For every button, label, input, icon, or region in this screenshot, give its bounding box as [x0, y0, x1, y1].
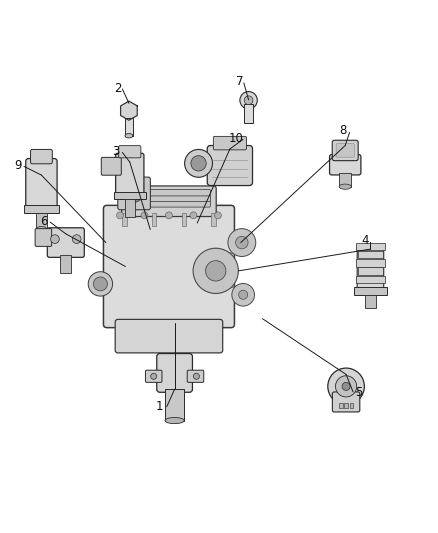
Bar [60, 255, 71, 272]
Bar [114, 192, 146, 199]
FancyBboxPatch shape [357, 245, 384, 288]
Ellipse shape [339, 184, 351, 189]
Circle shape [193, 248, 238, 294]
Text: 10: 10 [229, 132, 244, 144]
Bar [36, 213, 47, 229]
Bar [244, 104, 253, 123]
FancyBboxPatch shape [157, 353, 192, 392]
Circle shape [72, 235, 81, 244]
Text: 1: 1 [155, 400, 162, 413]
Circle shape [191, 156, 206, 171]
Bar [356, 276, 385, 283]
FancyBboxPatch shape [187, 370, 204, 382]
FancyBboxPatch shape [122, 186, 216, 216]
FancyBboxPatch shape [127, 195, 211, 201]
Bar [339, 403, 343, 408]
FancyBboxPatch shape [213, 136, 247, 150]
Bar [122, 213, 127, 226]
FancyBboxPatch shape [336, 144, 354, 157]
Circle shape [88, 272, 113, 296]
Text: 8: 8 [339, 124, 347, 137]
Bar [365, 295, 376, 308]
Circle shape [239, 290, 247, 300]
Circle shape [240, 92, 257, 109]
Bar [152, 213, 156, 226]
Bar [24, 205, 59, 213]
Circle shape [215, 212, 221, 219]
Circle shape [228, 229, 256, 256]
FancyBboxPatch shape [115, 319, 223, 353]
Circle shape [244, 96, 253, 104]
FancyBboxPatch shape [101, 157, 121, 175]
Text: 6: 6 [40, 215, 47, 228]
FancyBboxPatch shape [329, 155, 361, 175]
FancyBboxPatch shape [145, 370, 162, 382]
Circle shape [151, 373, 157, 379]
Bar [124, 199, 135, 217]
FancyBboxPatch shape [127, 190, 211, 196]
Text: 9: 9 [14, 159, 21, 172]
Bar [339, 173, 351, 187]
Circle shape [166, 212, 173, 219]
Bar [350, 403, 353, 408]
Text: 2: 2 [114, 82, 122, 94]
Text: 4: 4 [361, 234, 368, 247]
Bar [212, 213, 216, 226]
Circle shape [50, 235, 59, 244]
Bar [356, 259, 385, 266]
FancyBboxPatch shape [103, 205, 234, 328]
Circle shape [193, 373, 199, 379]
Bar [344, 403, 348, 408]
FancyBboxPatch shape [47, 228, 84, 257]
Circle shape [336, 376, 357, 397]
Bar [182, 213, 186, 226]
Bar [354, 287, 387, 295]
Circle shape [328, 368, 364, 405]
Circle shape [342, 382, 350, 390]
Ellipse shape [165, 417, 184, 424]
Bar [357, 268, 383, 275]
FancyBboxPatch shape [332, 392, 360, 412]
Circle shape [141, 212, 148, 219]
Bar [357, 251, 383, 258]
Circle shape [236, 236, 248, 249]
Circle shape [125, 185, 143, 203]
Circle shape [117, 212, 124, 219]
FancyBboxPatch shape [119, 146, 141, 158]
Circle shape [93, 277, 107, 291]
Text: 7: 7 [236, 76, 244, 88]
Text: 5: 5 [356, 386, 363, 399]
FancyBboxPatch shape [207, 146, 253, 185]
Circle shape [232, 284, 254, 306]
Ellipse shape [125, 134, 133, 138]
FancyBboxPatch shape [332, 140, 358, 160]
FancyBboxPatch shape [127, 201, 211, 207]
FancyBboxPatch shape [31, 149, 52, 164]
Circle shape [205, 261, 226, 281]
Circle shape [185, 149, 212, 177]
FancyBboxPatch shape [116, 153, 144, 195]
Bar [125, 118, 133, 136]
Bar [165, 389, 184, 421]
FancyBboxPatch shape [35, 229, 52, 246]
Bar [356, 243, 385, 250]
Ellipse shape [36, 227, 47, 232]
FancyBboxPatch shape [118, 177, 150, 210]
Circle shape [190, 212, 197, 219]
FancyBboxPatch shape [26, 158, 57, 207]
Polygon shape [120, 101, 137, 120]
Text: 3: 3 [112, 144, 120, 158]
